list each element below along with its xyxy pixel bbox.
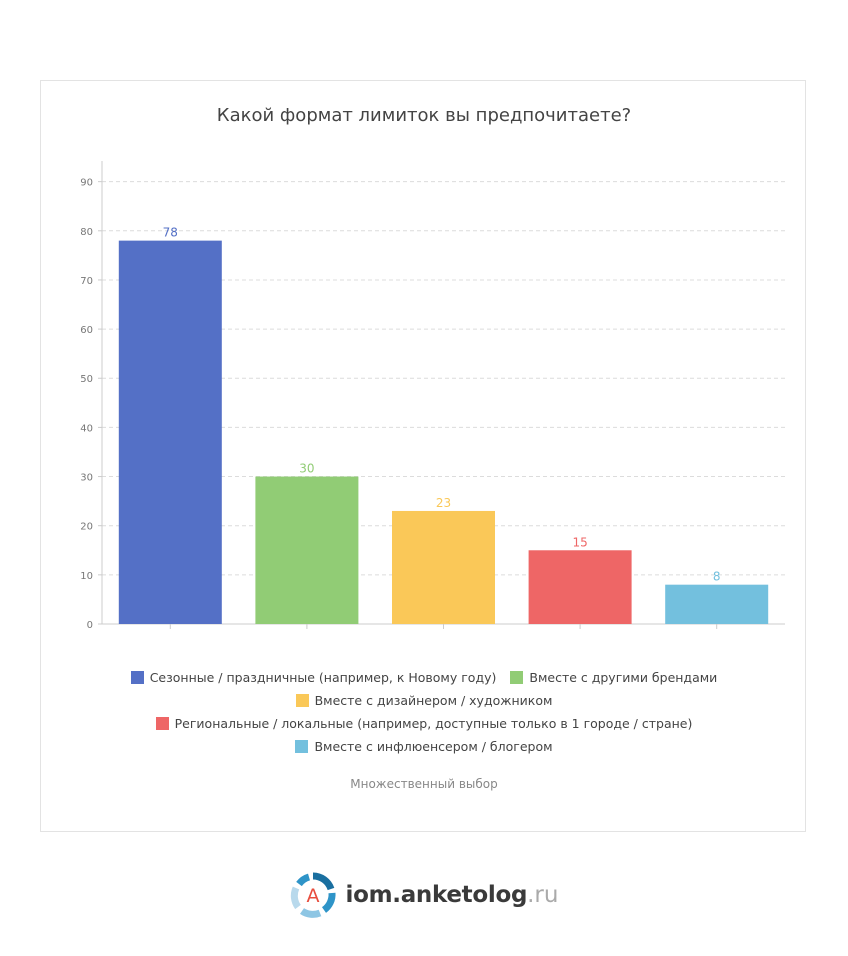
legend-label: Региональные / локальные (например, дост…	[174, 716, 693, 731]
y-tick-label: 90	[80, 178, 93, 189]
legend-item-brands[interactable]: Вместе с другими брендами	[510, 670, 717, 685]
multiple-choice-note: Множественный выбор	[350, 777, 498, 791]
y-tick-label: 30	[80, 473, 93, 484]
y-tick-label: 10	[80, 571, 93, 582]
chart-title: Какой формат лимиток вы предпочитаете?	[216, 105, 632, 126]
legend-swatch	[510, 671, 524, 684]
y-tick-label: 50	[80, 374, 93, 385]
anketolog-logo-icon: A	[290, 872, 336, 918]
y-tick-label: 70	[80, 276, 93, 287]
y-tick-label: 40	[80, 423, 93, 434]
bar-value-label: 30	[299, 462, 314, 476]
bar	[392, 510, 495, 624]
y-tick-label: 0	[87, 620, 93, 631]
logo-letter: A	[306, 885, 319, 907]
bar	[528, 550, 632, 624]
bar	[665, 584, 769, 624]
y-tick-label: 20	[80, 522, 93, 533]
bar	[255, 476, 359, 624]
legend-item-designer[interactable]: Вместе с дизайнером / художником	[295, 693, 553, 708]
legend-label: Сезонные / праздничные (например, к Ново…	[149, 670, 497, 685]
legend-item-seasonal[interactable]: Сезонные / праздничные (например, к Ново…	[130, 670, 497, 685]
bar-value-label: 23	[436, 496, 451, 510]
y-tick-label: 80	[80, 227, 93, 238]
legend-swatch	[295, 740, 309, 753]
y-tick-label: 60	[80, 325, 93, 336]
chart-legend: Сезонные / праздничные (например, к Ново…	[41, 666, 807, 758]
legend-swatch	[155, 717, 169, 730]
brand-tld: .ru	[527, 882, 559, 908]
legend-item-influencer[interactable]: Вместе с инфлюенсером / блогером	[295, 739, 553, 754]
bar-value-label: 15	[572, 535, 587, 549]
brand-name: iom.anketolog	[345, 882, 528, 908]
bar-value-label: 8	[713, 570, 721, 584]
legend-item-regional[interactable]: Региональные / локальные (например, дост…	[155, 716, 693, 731]
chart-card: Какой формат лимиток вы предпочитаете? 0…	[40, 80, 806, 832]
legend-label: Вместе с другими брендами	[529, 670, 718, 685]
bar-chart: 0 10 20 30 40 50 60 70 80 90 78 30 23 15 8	[80, 161, 785, 631]
bar-value-label: 78	[163, 226, 178, 240]
bar	[118, 240, 222, 624]
legend-label: Вместе с инфлюенсером / блогером	[314, 739, 553, 754]
brand-footer[interactable]: A iom.anketolog.ru	[0, 872, 848, 918]
legend-label: Вместе с дизайнером / художником	[314, 693, 553, 708]
legend-swatch	[295, 694, 309, 707]
legend-swatch	[130, 671, 144, 684]
